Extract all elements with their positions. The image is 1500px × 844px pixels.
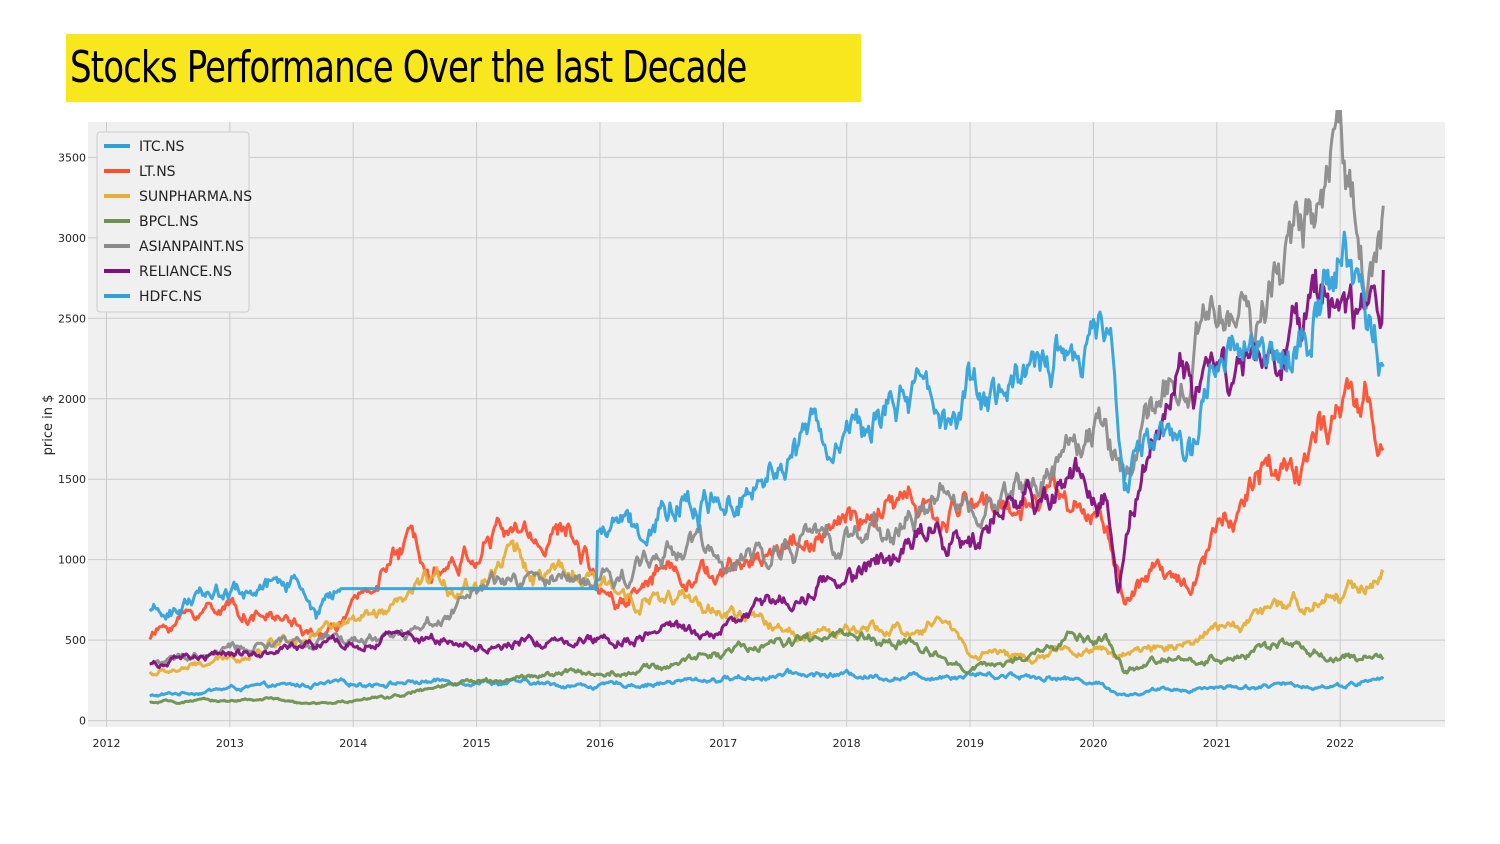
legend-box bbox=[96, 131, 250, 313]
x-tick-label: 2020 bbox=[1079, 737, 1107, 750]
legend-entry: ITC.NS bbox=[139, 139, 185, 155]
plot-background bbox=[88, 122, 1445, 727]
series-line bbox=[148, 230, 1385, 621]
x-tick-label: 2022 bbox=[1326, 737, 1354, 750]
x-tick-label: 2021 bbox=[1203, 737, 1231, 750]
y-tick-label: 1500 bbox=[58, 473, 86, 486]
y-tick-label: 3000 bbox=[58, 232, 86, 245]
tick-labels: 2012 2013 2014 2015 2016 2017 2018 2019 2020 2021… bbox=[58, 151, 1354, 750]
series-line bbox=[149, 110, 1385, 666]
series-line bbox=[148, 539, 1385, 677]
x-tick-label: 2014 bbox=[339, 737, 367, 750]
y-tick-label: 500 bbox=[65, 634, 86, 647]
x-tick-label: 2015 bbox=[463, 737, 491, 750]
series-line bbox=[149, 268, 1385, 670]
x-tick-label: 2019 bbox=[956, 737, 984, 750]
y-tick-label: 0 bbox=[79, 715, 86, 728]
slide-title: Stocks Performance Over the last Decade bbox=[66, 34, 861, 102]
series-line bbox=[148, 377, 1385, 641]
legend-entry: HDFC.NS bbox=[139, 289, 202, 305]
series-line bbox=[149, 627, 1385, 706]
legend-entry: RELIANCE.NS bbox=[139, 264, 232, 280]
y-tick-label: 3500 bbox=[58, 151, 86, 164]
legend-entry: BPCL.NS bbox=[139, 214, 199, 230]
y-tick-label: 1000 bbox=[58, 554, 86, 567]
series-lines bbox=[148, 110, 1385, 706]
y-tick-label: 2500 bbox=[58, 312, 86, 325]
y-axis-label: price in $ bbox=[41, 395, 56, 456]
y-tick-label: 2000 bbox=[58, 393, 86, 406]
legend-entry: ASIANPAINT.NS bbox=[139, 239, 244, 255]
price-chart: 2012 2013 2014 2015 2016 2017 2018 2019 2020 2021… bbox=[41, 110, 1445, 750]
legend-entry: LT.NS bbox=[139, 164, 176, 180]
x-tick-label: 2018 bbox=[833, 737, 861, 750]
grid-lines bbox=[88, 122, 1445, 727]
series-line bbox=[148, 667, 1385, 698]
x-tick-label: 2016 bbox=[586, 737, 614, 750]
legend-entry: SUNPHARMA.NS bbox=[139, 189, 252, 205]
x-tick-label: 2017 bbox=[709, 737, 737, 750]
legend: ITC.NS LT.NS SUNPHARMA.NS BPCL.NS ASIANPAINT… bbox=[96, 131, 252, 313]
x-tick-label: 2013 bbox=[216, 737, 244, 750]
x-tick-label: 2012 bbox=[93, 737, 121, 750]
slide-title-text: Stocks Performance Over the last Decade bbox=[70, 42, 747, 93]
